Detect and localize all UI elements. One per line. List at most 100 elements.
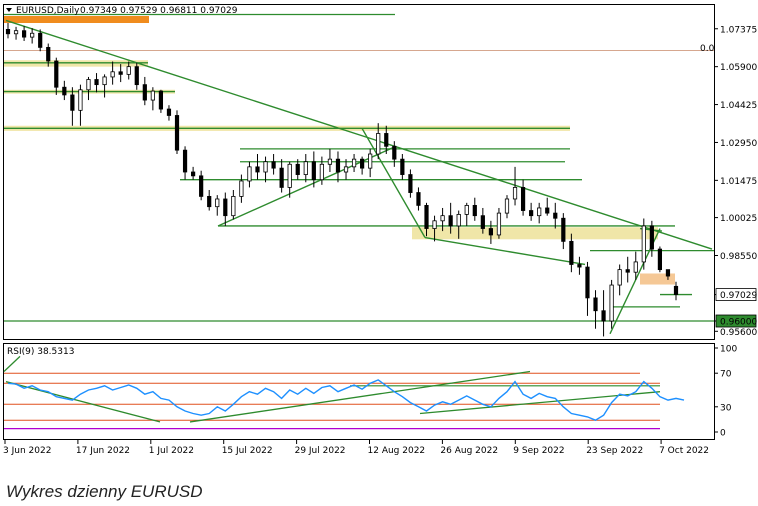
candle-body [432,220,437,229]
date-tick-label: 17 Jun 2022 [76,446,130,456]
candle-body [343,166,349,173]
zone-4 [412,227,658,240]
date-tick-label: 23 Sep 2022 [586,446,643,456]
candle-body [191,171,196,177]
candle-body [174,115,180,151]
candle-body [70,94,75,111]
price-tick-label: 0.96000 [720,318,757,328]
date-tick-label: 15 Jul 2022 [222,446,273,456]
candle-body [38,32,43,48]
price-tick-label: 0.95600 [720,328,757,338]
candle-body [553,212,558,219]
fib-label: 0.0 [700,44,715,54]
candle-body [215,198,220,208]
price-tick-label: 1.04425 [720,101,757,111]
date-tick-label: 29 Jul 2022 [295,446,346,456]
candle-body [142,84,147,101]
candle-body [134,66,139,86]
candle-body [496,212,502,236]
candle-body [593,297,598,312]
price-axis: 1.07375 1.05900 1.04425 1.02950 1.01475 1.000… [714,25,757,338]
candle-body [86,79,91,91]
candle-body [448,215,453,227]
candle-body [392,145,397,160]
candle-body [520,187,526,211]
candle-body [368,153,373,169]
candle-body [311,161,316,181]
candle-body [255,166,260,173]
trendline-up [217,145,397,227]
candle-body [158,90,164,110]
rsi-axis: 100 70 30 0 [714,345,737,439]
date-tick-label: 26 Aug 2022 [440,446,498,456]
rsi-tick-label: 30 [720,403,732,413]
candle-body [247,166,252,182]
candle-body [512,187,518,200]
candle-body [78,89,83,111]
rsi-trend-up [189,370,531,423]
rsi-tick-label: 70 [720,370,732,380]
candle-body [537,207,542,217]
price-tag [715,288,757,301]
symbol-line: EURUSD,Daily [16,6,80,16]
candle-body [287,163,292,188]
candle-body [231,196,236,217]
candle-body [641,225,646,263]
candle-body [351,158,357,168]
price-tick-label: 1.07375 [720,25,757,35]
candle-body [569,240,574,265]
candle-body [360,158,365,169]
candle-body [303,161,308,175]
date-tick-label: 7 Oct 2022 [659,446,709,456]
candle-body [464,204,469,215]
candle-body [118,71,123,75]
candle-body [472,204,477,217]
candle-body [335,158,341,173]
candle-body [110,71,115,78]
zone-5 [640,273,675,285]
price-tick-label: 1.00025 [720,214,757,224]
candle-body [199,175,204,197]
candle-body [54,60,59,88]
candle-body [126,66,131,75]
rsi-panel-frame [3,343,715,440]
candle-body [649,225,654,250]
candle-body [665,269,671,277]
candle-body [601,310,606,322]
price-tick-label: 1.02950 [720,139,757,149]
candles [5,22,679,337]
rsi-trend-top [3,355,21,372]
candle-body [480,215,485,229]
candle-body [46,46,51,62]
horizontal-levels [4,13,714,322]
candle-body [657,248,663,271]
date-axis: 3 Jun 2022 17 Jun 2022 1 Jul 2022 15 Jul 20… [3,440,709,456]
candle-body [271,161,276,169]
candle-body [319,163,324,181]
candle-body [239,180,244,197]
candle-body [5,29,11,35]
rsi-tick-label: 100 [720,345,737,355]
rsi-tick-label: 0 [720,429,726,439]
price-tick-label: 1.05900 [720,63,757,73]
candle-body [182,149,188,173]
rsi-trend-up2 [419,391,661,415]
ohlc-header: 0.97349 0.97529 0.96811 0.97029 [80,6,238,16]
price-tag [715,314,757,328]
orange-bar [4,16,149,23]
rsi-trend-down [5,380,161,423]
candle-body [263,161,268,173]
rsi-label: RSI(9) 38.5313 [7,347,74,357]
symbol-marker-icon [6,8,12,12]
chart-caption: Wykres dzienny EURUSD [6,482,203,501]
candle-body [13,30,19,35]
candle-body [617,269,622,286]
candle-body [94,79,99,86]
candle-body [150,90,155,101]
candle-body [561,217,566,242]
trendline-down [361,127,426,238]
rsi-indicator [3,355,685,430]
candle-body [504,198,510,214]
date-tick-label: 12 Aug 2022 [368,446,426,456]
